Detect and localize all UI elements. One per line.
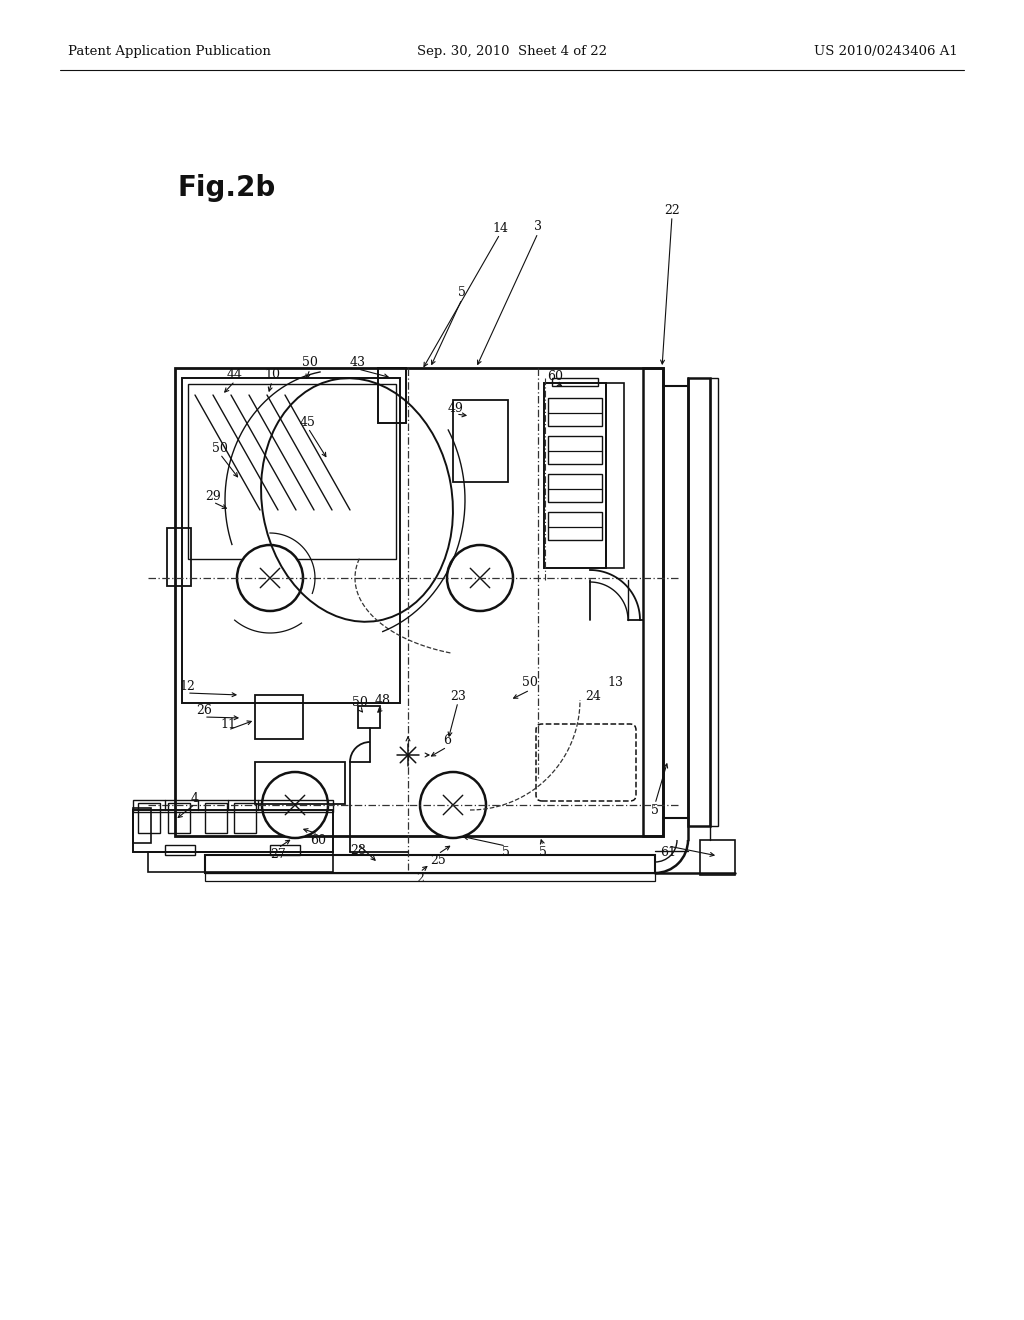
Bar	[168, 803, 190, 833]
Text: 44: 44	[227, 367, 243, 380]
Bar	[643, 368, 663, 836]
Bar	[133, 808, 151, 843]
Bar	[548, 399, 602, 426]
Bar	[165, 845, 195, 855]
Text: 26: 26	[196, 704, 212, 717]
Text: Sep. 30, 2010  Sheet 4 of 22: Sep. 30, 2010 Sheet 4 of 22	[417, 45, 607, 58]
Text: 60: 60	[310, 833, 326, 846]
Bar	[255, 762, 345, 804]
Text: 48: 48	[375, 693, 391, 706]
Text: 50: 50	[302, 355, 317, 368]
Bar	[255, 696, 303, 739]
Bar	[453, 400, 508, 482]
Text: 3: 3	[534, 220, 542, 234]
Circle shape	[262, 772, 328, 838]
Bar	[710, 378, 718, 826]
Text: 45: 45	[300, 416, 316, 429]
Bar	[138, 803, 160, 833]
Bar	[548, 512, 602, 540]
Bar	[205, 873, 655, 880]
Text: Fig.2b: Fig.2b	[178, 174, 276, 202]
Text: 2: 2	[416, 871, 424, 884]
Bar	[548, 474, 602, 502]
Bar	[133, 810, 333, 851]
Text: 61: 61	[660, 846, 676, 858]
Text: 50: 50	[352, 696, 368, 709]
Text: 27: 27	[270, 847, 286, 861]
Bar	[188, 384, 396, 558]
Text: 12: 12	[179, 680, 195, 693]
Text: 6: 6	[443, 734, 451, 747]
Bar	[270, 845, 300, 855]
Bar	[688, 378, 710, 826]
Text: 5: 5	[458, 286, 466, 300]
Bar	[182, 378, 400, 704]
Bar	[700, 840, 735, 875]
Text: 14: 14	[492, 222, 508, 235]
Text: US 2010/0243406 A1: US 2010/0243406 A1	[814, 45, 958, 58]
Text: 24: 24	[585, 689, 601, 702]
Text: 50: 50	[522, 676, 538, 689]
Text: 5: 5	[502, 846, 510, 858]
Bar	[205, 803, 227, 833]
Bar	[205, 855, 655, 873]
Bar	[548, 436, 602, 465]
Bar	[167, 528, 191, 586]
Bar	[175, 368, 663, 836]
Bar	[606, 383, 624, 568]
Text: 29: 29	[205, 490, 221, 503]
Text: 23: 23	[451, 689, 466, 702]
Text: 50: 50	[212, 441, 228, 454]
Text: Patent Application Publication: Patent Application Publication	[68, 45, 271, 58]
Circle shape	[447, 545, 513, 611]
Bar	[133, 800, 333, 812]
Circle shape	[420, 772, 486, 838]
Text: 5: 5	[651, 804, 658, 817]
Text: 4: 4	[191, 792, 199, 804]
Text: 5: 5	[539, 846, 547, 858]
Bar	[378, 368, 406, 422]
Text: 10: 10	[264, 367, 280, 380]
Text: 28: 28	[350, 843, 366, 857]
Bar	[544, 383, 606, 568]
Text: 22: 22	[665, 203, 680, 216]
Bar	[552, 378, 598, 385]
Bar	[234, 803, 256, 833]
Text: 43: 43	[350, 355, 366, 368]
Text: 25: 25	[430, 854, 445, 866]
Text: 11: 11	[220, 718, 236, 730]
Circle shape	[237, 545, 303, 611]
Bar	[148, 851, 333, 873]
Bar	[358, 706, 380, 729]
Text: 13: 13	[607, 676, 623, 689]
Text: 60: 60	[547, 370, 563, 383]
Text: 49: 49	[449, 401, 464, 414]
